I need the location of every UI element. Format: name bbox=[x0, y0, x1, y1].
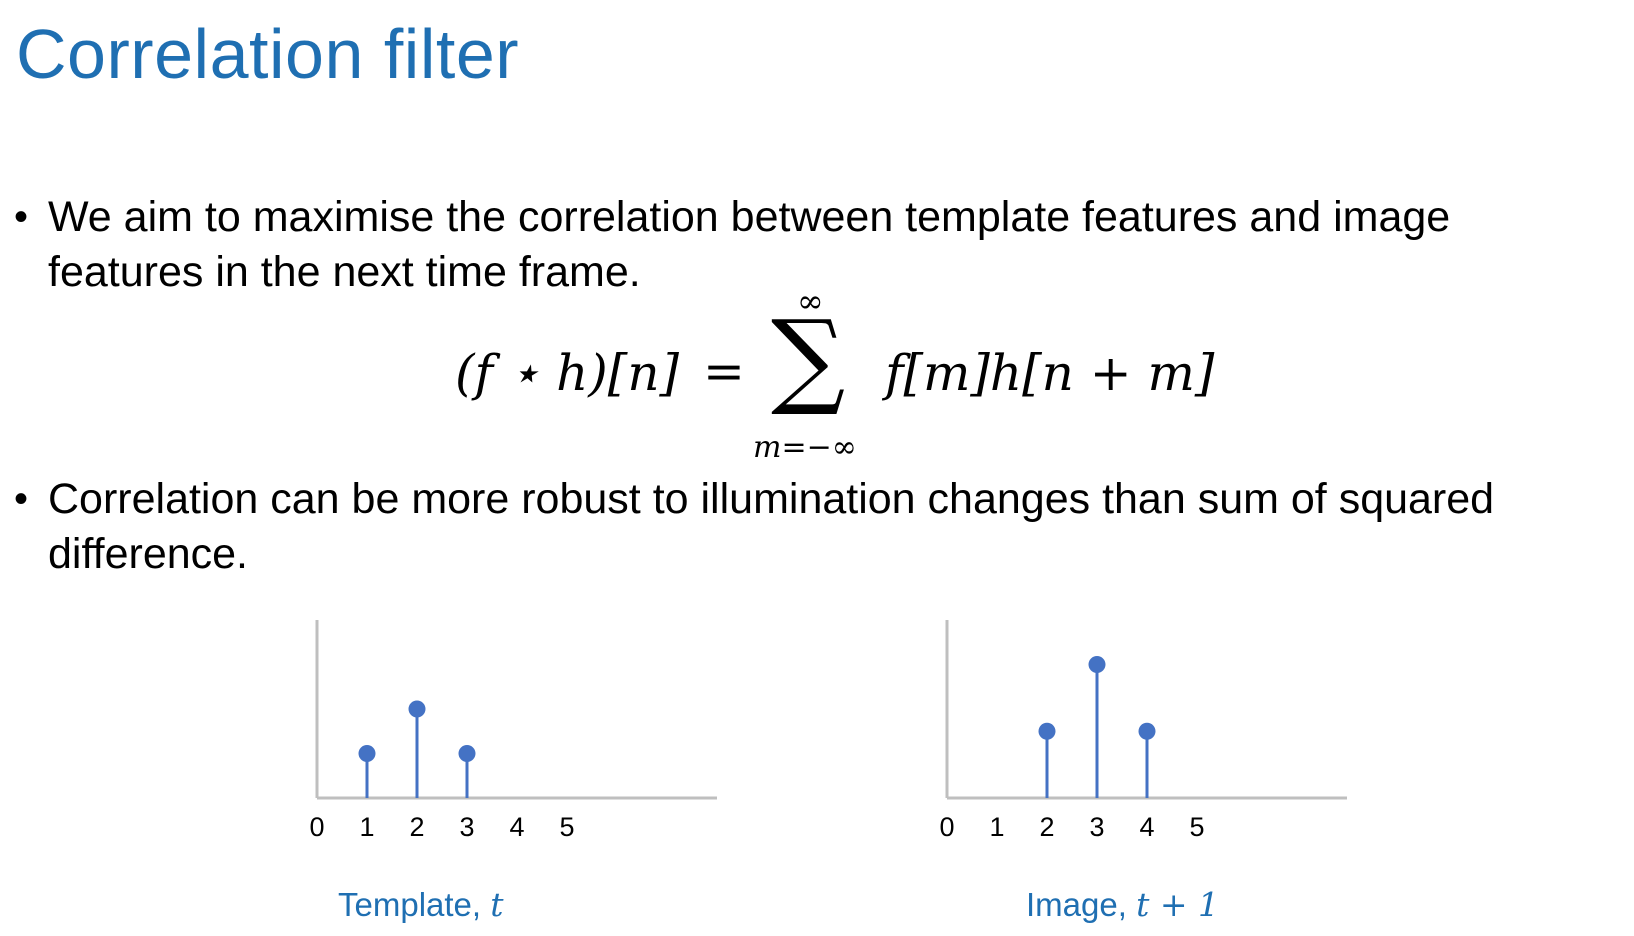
template-caption: Template, t bbox=[338, 885, 504, 924]
caption-text: Image, bbox=[1026, 886, 1137, 923]
stem-marker bbox=[1038, 722, 1056, 740]
bullet-item: • Correlation can be more robust to illu… bbox=[14, 472, 1614, 582]
stem-marker bbox=[408, 700, 426, 718]
caption-math: t bbox=[490, 885, 504, 924]
caption-text: Template, bbox=[338, 886, 491, 923]
bullet-dot: • bbox=[14, 477, 29, 521]
x-tick-label: 5 bbox=[559, 812, 574, 842]
formula-rhs: f[m]h[n + m] bbox=[885, 344, 1215, 402]
x-tick-label: 2 bbox=[409, 812, 424, 842]
bullet-text: Correlation can be more robust to illumi… bbox=[48, 475, 1495, 578]
bullet-item: • We aim to maximise the correlation bet… bbox=[14, 190, 1614, 300]
sum-symbol: ∑ bbox=[771, 297, 846, 419]
sum-lower-limit: m=−∞ bbox=[753, 430, 857, 465]
x-tick-label: 0 bbox=[939, 812, 954, 842]
x-tick-label: 1 bbox=[989, 812, 1004, 842]
x-tick-label: 0 bbox=[309, 812, 324, 842]
stem-marker bbox=[1138, 722, 1156, 740]
template-stem-plot: 0 1 2 3 4 5 bbox=[309, 620, 717, 842]
sum-upper-limit: ∞ bbox=[797, 282, 824, 320]
bullet-dot: • bbox=[14, 195, 29, 239]
image-stem-plot: 0 1 2 3 4 5 bbox=[939, 620, 1347, 842]
x-tick-label: 5 bbox=[1189, 812, 1204, 842]
x-tick-label: 1 bbox=[359, 812, 374, 842]
image-caption: Image, t + 1 bbox=[1026, 885, 1219, 924]
x-tick-label: 3 bbox=[459, 812, 474, 842]
x-tick-label: 2 bbox=[1039, 812, 1054, 842]
stem-marker bbox=[458, 745, 476, 762]
formula-equals: = bbox=[703, 342, 745, 400]
correlation-formula: (f ⋆ h)[n] = ∞ ∑ m=−∞ f[m]h[n + m] bbox=[455, 282, 1215, 465]
formula-lhs: (f ⋆ h)[n] bbox=[455, 344, 680, 402]
bullet-text: We aim to maximise the correlation betwe… bbox=[48, 193, 1451, 296]
stem-marker bbox=[1088, 656, 1106, 673]
caption-math: t + 1 bbox=[1136, 885, 1219, 924]
stem-marker bbox=[358, 745, 376, 762]
x-tick-label: 4 bbox=[509, 812, 524, 842]
x-tick-label: 3 bbox=[1089, 812, 1104, 842]
x-tick-label: 4 bbox=[1139, 812, 1154, 842]
slide-title: Correlation filter bbox=[16, 15, 520, 93]
